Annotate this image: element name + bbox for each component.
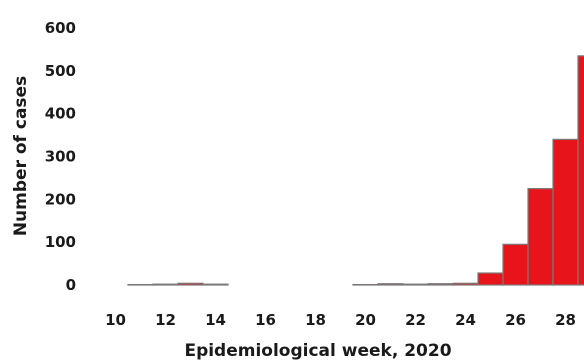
bars-group (127, 55, 584, 286)
x-axis-label: Epidemiological week, 2020 (184, 341, 451, 361)
bar-week-13 (177, 282, 204, 286)
y-tick-labels: 0 100 200 300 400 500 600 (45, 19, 76, 294)
y-tick-400: 400 (45, 105, 76, 123)
x-tick-labels: 1012141618202224262830 (105, 311, 576, 329)
x-tick-10: 10 (105, 311, 126, 329)
y-tick-100: 100 (45, 233, 76, 251)
bar-week-29 (577, 55, 584, 286)
x-tick-20: 20 (355, 311, 376, 329)
x-tick-16: 16 (255, 311, 276, 329)
y-tick-600: 600 (45, 19, 76, 37)
bar-week-26 (502, 243, 529, 286)
x-tick-24: 24 (455, 311, 476, 329)
bar-week-14 (202, 283, 229, 286)
bar-week-27 (527, 188, 554, 286)
y-tick-200: 200 (45, 190, 76, 208)
x-tick-28: 28 (555, 311, 576, 329)
y-tick-300: 300 (45, 148, 76, 166)
y-tick-0: 0 (66, 276, 76, 294)
bar-week-24 (452, 282, 479, 286)
bar-week-25 (477, 272, 504, 286)
y-axis-label: Number of cases (11, 76, 31, 236)
y-tick-500: 500 (45, 62, 76, 80)
bar-week-21 (377, 283, 404, 286)
x-tick-12: 12 (155, 311, 176, 329)
bar-week-12 (152, 283, 179, 286)
bar-week-23 (427, 283, 454, 286)
x-tick-26: 26 (505, 311, 526, 329)
bar-week-22 (402, 283, 429, 286)
y-axis-title: Number of cases (11, 76, 31, 236)
x-tick-14: 14 (205, 311, 226, 329)
bar-week-28 (552, 138, 579, 286)
x-tick-22: 22 (405, 311, 426, 329)
x-tick-18: 18 (305, 311, 326, 329)
